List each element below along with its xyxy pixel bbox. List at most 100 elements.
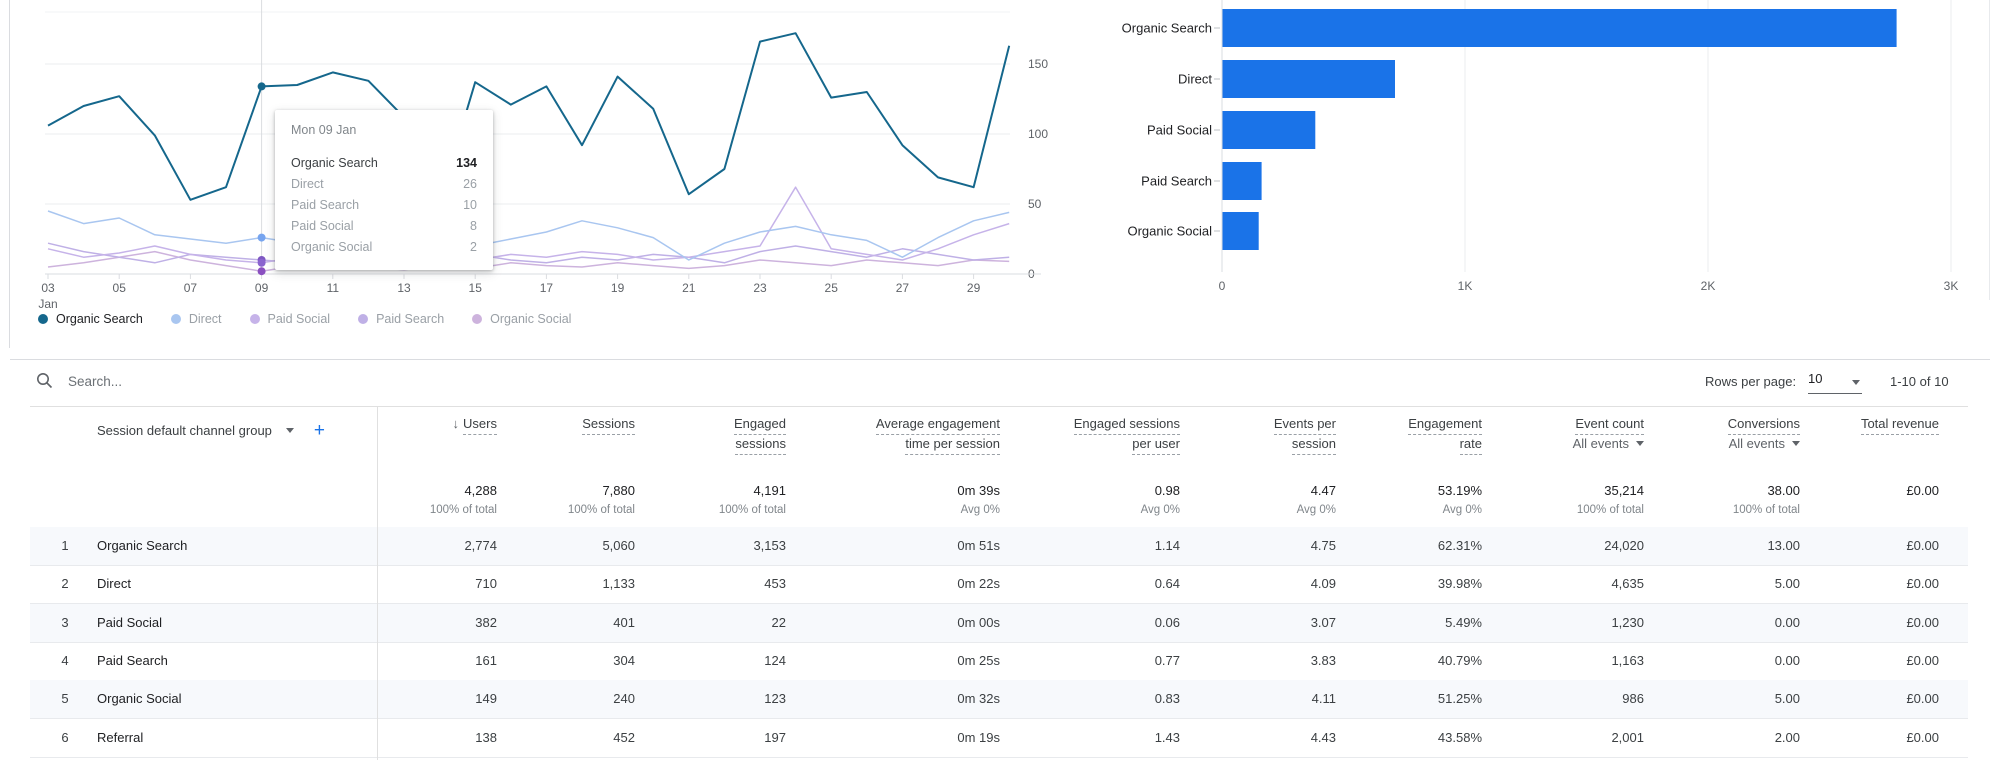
column-header-engaged_sessions[interactable]: Engaged sessions bbox=[596, 415, 786, 455]
channel-bar-chart[interactable]: 0 1K 2K 3K Organic Search Direct Paid Social Pa… bbox=[1100, 0, 2000, 300]
tooltip-row: Paid Search 10 bbox=[291, 195, 477, 216]
cell-engaged_sessions_per_user: 0.06 bbox=[1154, 614, 1180, 630]
cell-users: 2,774 bbox=[464, 538, 497, 553]
cell-engagement_rate: 51.25% bbox=[1437, 691, 1482, 707]
channel-name: Organic Search bbox=[97, 538, 188, 553]
search-icon bbox=[37, 373, 53, 389]
cell-events_per_session: 4.11 bbox=[1311, 691, 1336, 707]
legend-dot bbox=[249, 314, 260, 324]
column-header-label[interactable]: rate bbox=[1459, 435, 1482, 455]
bar-paid-social[interactable] bbox=[1222, 111, 1316, 149]
tooltip-series-name: Paid Search bbox=[291, 198, 360, 212]
column-header-engaged_sessions_per_user[interactable]: Engaged sessions per user bbox=[990, 415, 1180, 455]
total-conversions: 38.00 bbox=[1767, 483, 1800, 498]
column-header-label[interactable]: Average engagement bbox=[875, 415, 1000, 435]
event-filter-dropdown[interactable]: All events bbox=[1610, 435, 1800, 453]
dimension-header[interactable]: Session default channel group + bbox=[97, 421, 325, 440]
column-header-label[interactable]: per user bbox=[1132, 435, 1180, 455]
column-header-label[interactable]: session bbox=[1291, 435, 1336, 455]
chevron-down-icon bbox=[1636, 441, 1644, 446]
legend-item-paid-search[interactable]: Paid Search bbox=[358, 312, 444, 326]
legend-item-paid-social[interactable]: Paid Social bbox=[249, 312, 330, 326]
table-row-referral: 6 Referral 138 452 197 0m 19s 1.43 4.43 43.58% 2,… bbox=[30, 719, 1968, 758]
bar-paid-search[interactable] bbox=[1222, 162, 1262, 200]
column-header-label[interactable]: Engaged sessions bbox=[1073, 415, 1180, 435]
legend-item-direct[interactable]: Direct bbox=[170, 312, 222, 326]
tooltip-series-name: Organic Search bbox=[291, 156, 378, 170]
column-header-label[interactable]: sessions bbox=[735, 435, 786, 455]
rows-per-page-select[interactable]: 10 bbox=[1808, 371, 1862, 394]
cell-avg_engagement_time: 0m 32s bbox=[957, 691, 1000, 707]
column-header-engagement_rate[interactable]: Engagement rate bbox=[1292, 415, 1482, 455]
cell-total_revenue: £0.00 bbox=[1906, 652, 1939, 668]
cell-conversions: 5.00 bbox=[1774, 691, 1800, 707]
tooltip-date: Mon 09 Jan bbox=[291, 123, 357, 137]
legend-item-organic-social[interactable]: Organic Social bbox=[472, 312, 571, 326]
search-input[interactable] bbox=[66, 366, 970, 396]
legend-dot bbox=[170, 314, 181, 324]
cell-sessions: 1,133 bbox=[602, 576, 635, 592]
x-axis-label: 15 bbox=[469, 281, 483, 295]
cell-engagement_rate: 5.49% bbox=[1445, 614, 1482, 630]
column-header-label[interactable]: Conversions bbox=[1727, 415, 1800, 435]
column-header-avg_engagement_time[interactable]: Average engagement time per session bbox=[810, 415, 1000, 455]
channel-name: Organic Social bbox=[97, 691, 182, 707]
cell-conversions: 2.00 bbox=[1774, 729, 1800, 745]
column-header-events_per_session[interactable]: Events per session bbox=[1146, 415, 1336, 455]
series-line-paid-search bbox=[47, 242, 1010, 264]
row-number: 6 bbox=[61, 729, 69, 745]
cell-total_revenue: £0.00 bbox=[1906, 538, 1939, 553]
total-sub-events_per_session: Avg 0% bbox=[1296, 504, 1336, 516]
column-header-label[interactable]: Engaged bbox=[733, 415, 786, 435]
hover-dot-paid-social bbox=[257, 258, 266, 267]
legend-label: Direct bbox=[188, 312, 222, 326]
column-header-label[interactable]: time per session bbox=[905, 435, 1000, 455]
cell-events_per_session: 4.75 bbox=[1310, 538, 1336, 553]
column-header-event_count[interactable]: Event count All events bbox=[1454, 415, 1644, 453]
bar-x-axis-label: 2K bbox=[1701, 279, 1716, 293]
total-total_revenue: £0.00 bbox=[1906, 483, 1939, 498]
column-header-sessions[interactable]: Sessions bbox=[445, 415, 635, 435]
column-header-label[interactable]: Users bbox=[463, 415, 497, 435]
channel-name: Paid Search bbox=[97, 652, 168, 668]
column-header-label[interactable]: Engagement bbox=[1408, 415, 1482, 435]
cell-engaged_sessions: 3,153 bbox=[753, 538, 786, 553]
bar-x-axis-label: 3K bbox=[1944, 279, 1959, 293]
cell-engagement_rate: 40.79% bbox=[1437, 652, 1482, 668]
total-sub-users: 100% of total bbox=[429, 504, 497, 516]
column-header-label[interactable]: Total revenue bbox=[1860, 415, 1939, 435]
column-header-total_revenue[interactable]: Total revenue bbox=[1749, 415, 1939, 435]
column-header-label[interactable]: Sessions bbox=[582, 415, 635, 435]
table-header: Session default channel group + ↓ Users Se… bbox=[30, 406, 1968, 528]
cell-total_revenue: £0.00 bbox=[1906, 576, 1939, 592]
cell-total_revenue: £0.00 bbox=[1906, 691, 1939, 707]
tooltip-row: Organic Search 134 bbox=[291, 153, 477, 174]
tooltip-series-value: 134 bbox=[456, 156, 477, 170]
bar-direct[interactable] bbox=[1222, 60, 1396, 98]
tooltip-series-name: Paid Social bbox=[291, 219, 354, 233]
total-events_per_session: 4.47 bbox=[1310, 483, 1336, 498]
event-filter-label: All events bbox=[1572, 436, 1629, 451]
column-header-label[interactable]: Events per bbox=[1273, 415, 1336, 435]
event-filter-dropdown[interactable]: All events bbox=[1454, 435, 1644, 453]
cell-engaged_sessions: 123 bbox=[764, 691, 786, 707]
legend-item-organic-search[interactable]: Organic Search bbox=[38, 312, 143, 326]
cell-engaged_sessions: 22 bbox=[771, 614, 786, 630]
cell-sessions: 240 bbox=[613, 691, 635, 707]
column-header-conversions[interactable]: Conversions All events bbox=[1610, 415, 1800, 453]
table-row-direct: 2 Direct 710 1,133 453 0m 22s 0.64 4.09 39.98% 4,… bbox=[30, 565, 1968, 605]
bar-organic-social[interactable] bbox=[1222, 212, 1259, 250]
row-number: 4 bbox=[61, 652, 69, 668]
bar-organic-search[interactable] bbox=[1222, 9, 1897, 47]
column-header-label[interactable]: Event count bbox=[1575, 415, 1644, 435]
series-line-organic-search bbox=[47, 32, 1011, 203]
cell-sessions: 304 bbox=[613, 652, 635, 668]
cell-conversions: 0.00 bbox=[1774, 614, 1800, 630]
chevron-down-icon bbox=[285, 428, 294, 433]
x-axis-month-label: Jan bbox=[38, 297, 57, 311]
add-dimension-button[interactable]: + bbox=[313, 420, 326, 441]
tooltip-series-name: Direct bbox=[291, 177, 324, 191]
column-header-users[interactable]: ↓ Users bbox=[307, 415, 497, 435]
x-axis-label: 25 bbox=[825, 281, 839, 295]
